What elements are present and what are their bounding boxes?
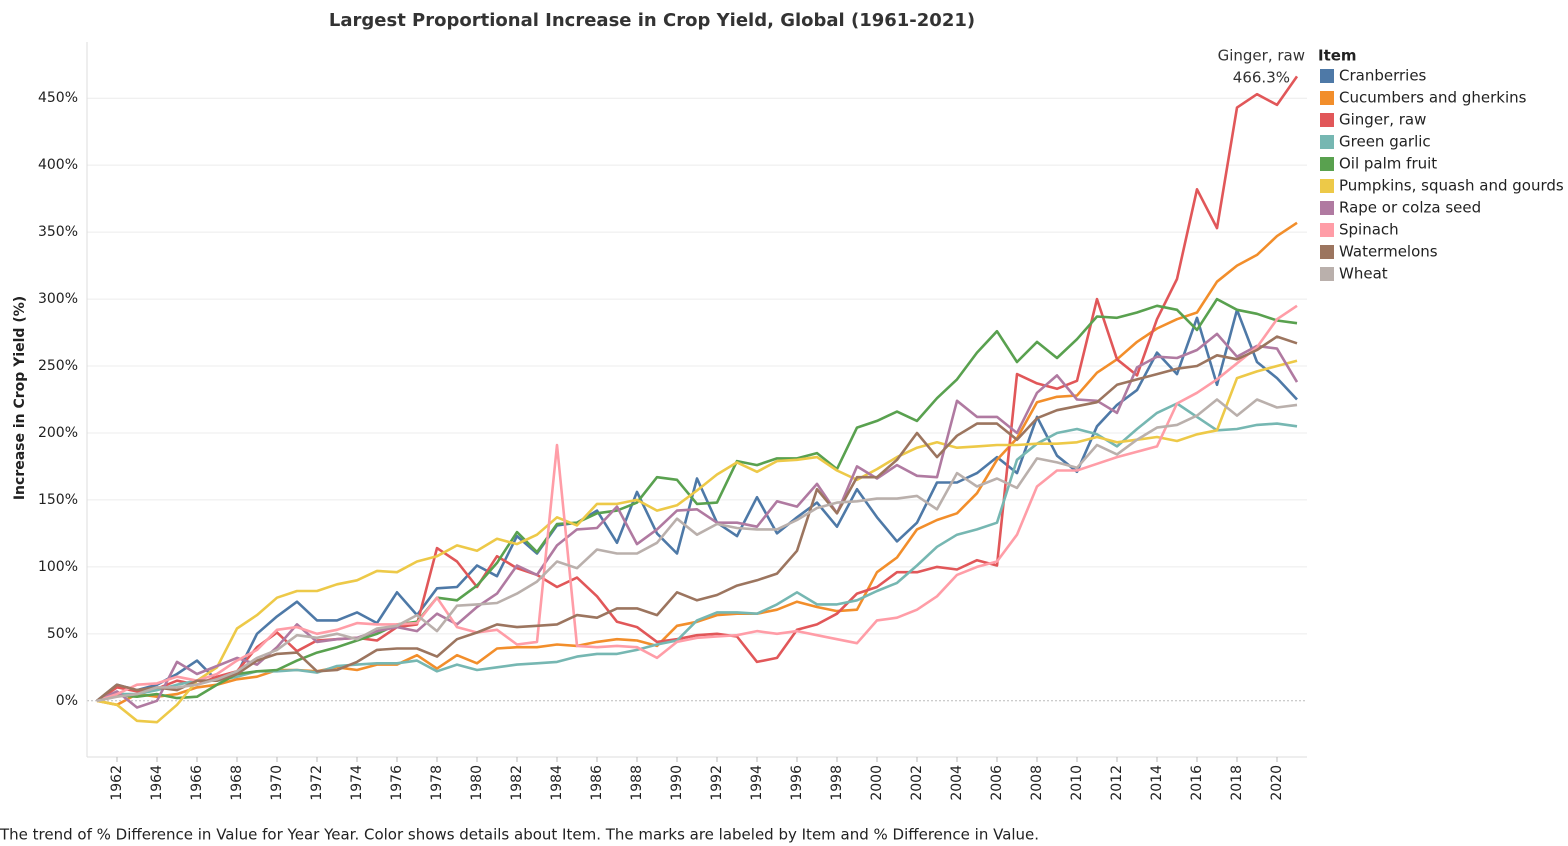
x-tick-label: 1980	[469, 765, 485, 801]
series-line	[96, 308, 1298, 702]
legend-swatch	[1320, 157, 1334, 171]
legend-swatch	[1320, 267, 1334, 281]
legend-label: Watermelons	[1339, 243, 1438, 261]
x-tick-label: 1996	[789, 765, 805, 801]
legend-swatch	[1320, 223, 1334, 237]
x-tick-label: 1998	[829, 765, 845, 801]
x-tick-label: 1984	[549, 765, 565, 801]
y-tick-label: 450%	[38, 90, 78, 106]
x-tick-label: 1972	[309, 765, 325, 801]
y-tick-label: 300%	[38, 291, 78, 307]
x-tick-label: 1978	[429, 765, 445, 801]
x-tick-label: 2020	[1269, 765, 1285, 801]
data-label: 466.3%	[1233, 69, 1290, 87]
legend-label: Cucumbers and gherkins	[1339, 89, 1527, 107]
legend-label: Ginger, raw	[1339, 111, 1426, 129]
x-tick-label: 1964	[149, 765, 165, 801]
y-tick-label: 100%	[38, 559, 78, 575]
x-tick-label: 1992	[709, 765, 725, 801]
x-tick-label: 1990	[669, 765, 685, 801]
chart-title: Largest Proportional Increase in Crop Yi…	[329, 10, 975, 31]
y-axis-label: Increase in Crop Yield (%)	[12, 296, 28, 500]
x-tick-label: 1966	[189, 765, 205, 801]
series-line	[96, 297, 1298, 703]
x-tick-label: 1968	[229, 765, 245, 801]
legend-label: Cranberries	[1339, 67, 1427, 85]
x-tick-label: 2012	[1109, 765, 1125, 801]
series-line	[96, 359, 1298, 724]
series-line	[96, 304, 1298, 703]
x-tick-label: 1970	[269, 765, 285, 801]
x-tick-label: 1962	[109, 765, 125, 801]
x-tick-label: 2008	[1029, 765, 1045, 801]
legend-label: Spinach	[1339, 221, 1399, 239]
legend-label: Oil palm fruit	[1339, 155, 1437, 173]
x-tick-label: 2002	[909, 765, 925, 801]
legend-swatch	[1320, 201, 1334, 215]
series-line	[96, 402, 1298, 703]
x-tick-label: 2016	[1189, 765, 1205, 801]
x-tick-label: 1976	[389, 765, 405, 801]
legend-label: Wheat	[1339, 265, 1388, 283]
x-tick-label: 1994	[749, 765, 765, 801]
y-tick-label: 350%	[38, 224, 78, 240]
y-tick-label: 150%	[38, 492, 78, 508]
legend-label: Pumpkins, squash and gourds	[1339, 177, 1564, 195]
y-tick-label: 250%	[38, 358, 78, 374]
y-tick-label: 0%	[56, 693, 78, 709]
series-line	[96, 398, 1298, 703]
series-line	[96, 332, 1299, 709]
series-line	[96, 335, 1298, 702]
legend-swatch	[1320, 245, 1334, 259]
x-tick-label: 1986	[589, 765, 605, 801]
x-tick-label: 2010	[1069, 765, 1085, 801]
legend-swatch	[1320, 135, 1334, 149]
x-tick-label: 1974	[349, 765, 365, 801]
y-tick-label: 200%	[38, 425, 78, 441]
x-tick-label: 1988	[629, 765, 645, 801]
legend-swatch	[1320, 179, 1334, 193]
legend-title: Item	[1318, 47, 1357, 65]
annotation-name: Ginger, raw	[1218, 47, 1305, 65]
legend-swatch	[1320, 91, 1334, 105]
y-tick-label: 50%	[47, 626, 78, 642]
x-tick-label: 2006	[989, 765, 1005, 801]
x-tick-label: 1982	[509, 765, 525, 801]
x-tick-label: 2014	[1149, 765, 1165, 801]
legend-swatch	[1320, 113, 1334, 127]
x-tick-label: 2004	[949, 765, 965, 801]
x-tick-label: 2000	[869, 765, 885, 801]
legend-label: Green garlic	[1339, 133, 1431, 151]
y-tick-label: 400%	[38, 157, 78, 173]
x-tick-label: 2018	[1229, 765, 1245, 801]
caption: The trend of % Difference in Value for Y…	[0, 826, 1039, 844]
series-line	[96, 75, 1299, 702]
legend-swatch	[1320, 69, 1334, 83]
legend-label: Rape or colza seed	[1339, 199, 1481, 217]
